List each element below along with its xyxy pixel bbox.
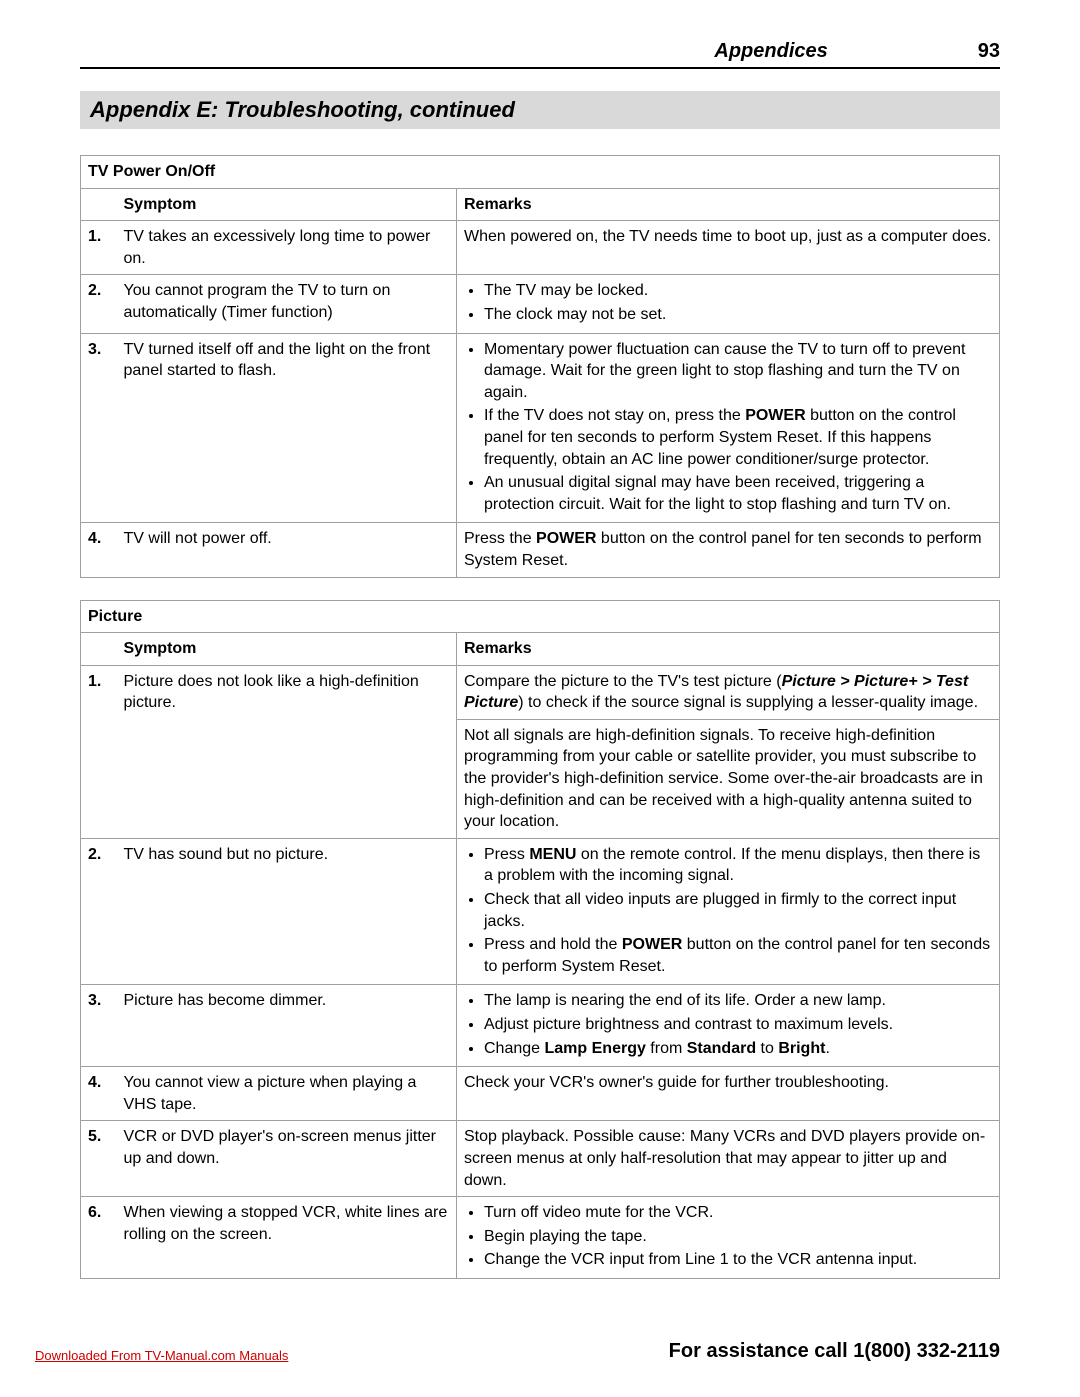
row-number: 3. xyxy=(81,333,117,523)
table-row: 6.When viewing a stopped VCR, white line… xyxy=(81,1197,1000,1279)
table-row: 1.Picture does not look like a high-defi… xyxy=(81,665,1000,719)
header-section: Appendices xyxy=(714,40,827,63)
table-col-blank xyxy=(81,633,117,666)
remarks-cell: Momentary power fluctuation can cause th… xyxy=(457,333,1000,523)
remarks-cell: When powered on, the TV needs time to bo… xyxy=(457,221,1000,275)
tables-container: TV Power On/OffSymptomRemarks1.TV takes … xyxy=(80,155,1000,1279)
assistance-phone: For assistance call 1(800) 332-2119 xyxy=(669,1340,1000,1363)
remarks-list: Press MENU on the remote control. If the… xyxy=(464,844,992,978)
row-number: 1. xyxy=(81,221,117,275)
row-number: 3. xyxy=(81,985,117,1067)
symptom-cell: TV takes an excessively long time to pow… xyxy=(117,221,457,275)
table-col-blank xyxy=(81,188,117,221)
table-title: TV Power On/Off xyxy=(81,156,1000,189)
table-column-header: Remarks xyxy=(457,633,1000,666)
remarks-cell: Compare the picture to the TV's test pic… xyxy=(457,665,1000,719)
remarks-list-item: Change Lamp Energy from Standard to Brig… xyxy=(484,1038,992,1060)
table-row: 3.TV turned itself off and the light on … xyxy=(81,333,1000,523)
symptom-cell: TV turned itself off and the light on th… xyxy=(117,333,457,523)
remarks-list-item: Turn off video mute for the VCR. xyxy=(484,1202,992,1224)
remarks-cell: Press the POWER button on the control pa… xyxy=(457,523,1000,577)
symptom-cell: TV will not power off. xyxy=(117,523,457,577)
table-row: 5.VCR or DVD player's on-screen menus ji… xyxy=(81,1121,1000,1197)
remarks-cell: The TV may be locked.The clock may not b… xyxy=(457,275,1000,333)
table-row: 4.You cannot view a picture when playing… xyxy=(81,1067,1000,1121)
remarks-cell: Not all signals are high-definition sign… xyxy=(457,719,1000,838)
remarks-list-item: Press and hold the POWER button on the c… xyxy=(484,934,992,977)
remarks-list-item: Check that all video inputs are plugged … xyxy=(484,889,992,932)
page: Appendices 93 Appendix E: Troubleshootin… xyxy=(0,0,1080,1397)
table-column-header: Symptom xyxy=(117,188,457,221)
table-column-header: Symptom xyxy=(117,633,457,666)
remarks-list-item: The clock may not be set. xyxy=(484,304,992,326)
table-row: 3.Picture has become dimmer. The lamp is … xyxy=(81,985,1000,1067)
table-row: 1.TV takes an excessively long time to p… xyxy=(81,221,1000,275)
remarks-list-item: Press MENU on the remote control. If the… xyxy=(484,844,992,887)
remarks-list: Momentary power fluctuation can cause th… xyxy=(464,339,992,516)
symptom-cell: Picture does not look like a high-defini… xyxy=(117,665,457,838)
remarks-cell: Stop playback. Possible cause: Many VCRs… xyxy=(457,1121,1000,1197)
symptom-cell: You cannot view a picture when playing a… xyxy=(117,1067,457,1121)
row-number: 4. xyxy=(81,523,117,577)
remarks-list-item: Adjust picture brightness and contrast t… xyxy=(484,1014,992,1036)
remarks-cell: Press MENU on the remote control. If the… xyxy=(457,838,1000,985)
row-number: 4. xyxy=(81,1067,117,1121)
row-number: 2. xyxy=(81,275,117,333)
remarks-list: The lamp is nearing the end of its life.… xyxy=(464,990,992,1059)
remarks-list-item: The TV may be locked. xyxy=(484,280,992,302)
remarks-list-item: Momentary power fluctuation can cause th… xyxy=(484,339,992,404)
remarks-list-item: Begin playing the tape. xyxy=(484,1226,992,1248)
table-row: 2.You cannot program the TV to turn on a… xyxy=(81,275,1000,333)
symptom-cell: When viewing a stopped VCR, white lines … xyxy=(117,1197,457,1279)
appendix-title: Appendix E: Troubleshooting, continued xyxy=(80,91,1000,129)
symptom-cell: Picture has become dimmer. xyxy=(117,985,457,1067)
symptom-cell: VCR or DVD player's on-screen menus jitt… xyxy=(117,1121,457,1197)
table-row: 4.TV will not power off.Press the POWER … xyxy=(81,523,1000,577)
table-column-header: Remarks xyxy=(457,188,1000,221)
troubleshooting-table: TV Power On/OffSymptomRemarks1.TV takes … xyxy=(80,155,1000,578)
header-page-number: 93 xyxy=(978,40,1000,63)
page-header: Appendices 93 xyxy=(80,40,1000,69)
remarks-cell: Check your VCR's owner's guide for furth… xyxy=(457,1067,1000,1121)
row-number: 5. xyxy=(81,1121,117,1197)
remarks-list-item: If the TV does not stay on, press the PO… xyxy=(484,405,992,470)
remarks-cell: The lamp is nearing the end of its life.… xyxy=(457,985,1000,1067)
page-footer: Downloaded From TV-Manual.com Manuals Fo… xyxy=(35,1340,1000,1363)
remarks-cell: Turn off video mute for the VCR.Begin pl… xyxy=(457,1197,1000,1279)
row-number: 6. xyxy=(81,1197,117,1279)
remarks-list-item: Change the VCR input from Line 1 to the … xyxy=(484,1249,992,1271)
symptom-cell: TV has sound but no picture. xyxy=(117,838,457,985)
troubleshooting-table: PictureSymptomRemarks1.Picture does not … xyxy=(80,600,1000,1279)
remarks-list: Turn off video mute for the VCR.Begin pl… xyxy=(464,1202,992,1271)
remarks-list-item: An unusual digital signal may have been … xyxy=(484,472,992,515)
row-number: 2. xyxy=(81,838,117,985)
row-number: 1. xyxy=(81,665,117,838)
download-source-link[interactable]: Downloaded From TV-Manual.com Manuals xyxy=(35,1348,288,1363)
table-row: 2.TV has sound but no picture. Press MENU… xyxy=(81,838,1000,985)
remarks-list: The TV may be locked.The clock may not b… xyxy=(464,280,992,325)
symptom-cell: You cannot program the TV to turn on aut… xyxy=(117,275,457,333)
table-title: Picture xyxy=(81,600,1000,633)
remarks-list-item: The lamp is nearing the end of its life.… xyxy=(484,990,992,1012)
